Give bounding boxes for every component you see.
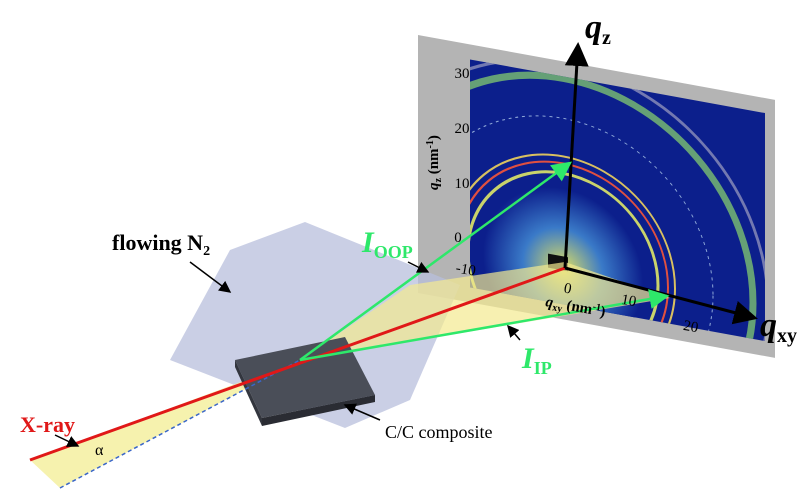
xray-label: X-ray [20, 412, 75, 437]
tick-label: -10 [454, 260, 476, 279]
qz-label: qz [585, 9, 611, 49]
tick-label: 20 [682, 318, 700, 336]
ip-label: IIP [521, 342, 552, 378]
sample-label: C/C composite [385, 422, 493, 442]
tick-label: 30 [455, 66, 470, 82]
tick-label: 10 [455, 176, 470, 192]
gas-label: flowing N2 [112, 230, 210, 259]
diagram: flowing N2 X-ray α C/C composite IOOP II… [0, 0, 810, 489]
tick-label: 20 [455, 121, 470, 137]
tick-label: 10 [620, 292, 638, 310]
qxy-label: qxy [760, 307, 797, 347]
tick-label: 0 [454, 230, 462, 246]
pointer [508, 326, 520, 340]
alpha-label: α [95, 442, 104, 459]
oop-label: IOOP [361, 226, 413, 262]
